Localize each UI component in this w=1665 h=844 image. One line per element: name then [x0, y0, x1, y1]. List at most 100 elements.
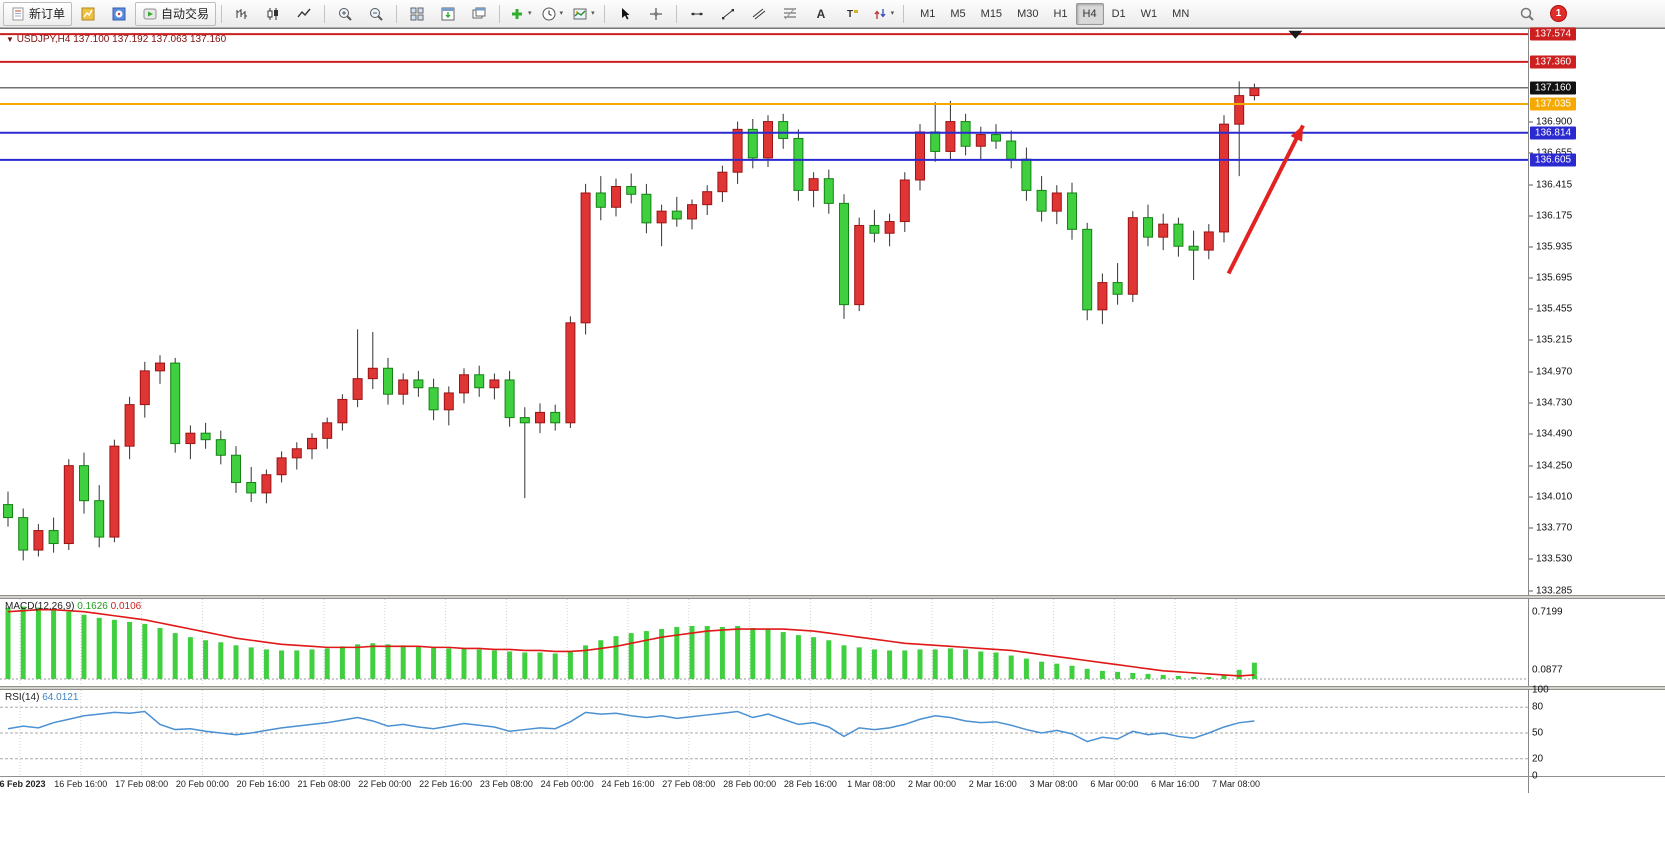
- search-button[interactable]: [1512, 2, 1542, 26]
- rsi-line: [7, 710, 1255, 743]
- price-marker-137.360: 137.360: [1530, 55, 1576, 69]
- arrows-icon: [874, 8, 886, 19]
- rsi-axis-20: 20: [1532, 753, 1544, 765]
- timeframe-m5[interactable]: M5: [950, 7, 966, 20]
- timeframe-group: M1 M5 M15 M30 H1 H4 D1 W1 MN: [913, 2, 1196, 25]
- date-label: 22 Feb 16:00: [419, 779, 473, 789]
- text-button[interactable]: A: [806, 2, 836, 26]
- trend-arrow[interactable]: [1226, 124, 1305, 275]
- horizontal-line-icon: [690, 12, 703, 15]
- svg-text:T: T: [847, 9, 853, 20]
- chevron-down-icon: ▾: [528, 10, 532, 17]
- symbol-label: USDJPY,H4: [16, 34, 71, 45]
- candlestick-chart-icon: [267, 7, 279, 20]
- panel-divider-macd[interactable]: [0, 595, 1665, 599]
- chevron-down-icon: ▾: [559, 10, 564, 17]
- macd-signal-line: [7, 608, 1255, 677]
- line-anchor-marker[interactable]: [1288, 30, 1303, 39]
- rsi-axis-50: 50: [1532, 727, 1544, 739]
- arrange-charts-button[interactable]: [433, 2, 463, 26]
- svg-text:A: A: [816, 7, 825, 21]
- macd-main-value: 0.1626: [77, 601, 108, 612]
- date-label: 6 Mar 00:00: [1090, 779, 1139, 789]
- timeframe-h4[interactable]: H4: [1075, 2, 1104, 25]
- candlestick-chart-button[interactable]: [258, 2, 288, 26]
- date-label: 2 Mar 16:00: [968, 779, 1017, 789]
- chart-window[interactable]: ▼ USDJPY,H4 137.100 137.192 137.063 137.…: [0, 27, 1665, 844]
- timeframe-h1[interactable]: H1: [1053, 7, 1068, 20]
- auto-trading-button[interactable]: 自动交易: [135, 1, 217, 26]
- price-marker-136.814: 136.814: [1530, 126, 1576, 140]
- date-label: 28 Feb 00:00: [723, 779, 777, 789]
- timeframe-m1[interactable]: M1: [920, 7, 936, 20]
- cursor-icon: [621, 7, 630, 19]
- bar-chart-button[interactable]: [227, 2, 257, 26]
- navigator-button[interactable]: [104, 2, 134, 26]
- date-label: 28 Feb 16:00: [783, 779, 837, 789]
- price-tick: 133.530: [1529, 554, 1572, 565]
- price-axis-border: [1528, 29, 1529, 793]
- toolbar-separator: [396, 4, 398, 23]
- new-order-button[interactable]: 新订单: [3, 1, 73, 26]
- new-order-label: 新订单: [29, 7, 66, 21]
- price-tick: 136.175: [1529, 210, 1572, 221]
- chart-marker-icon: ▼: [6, 35, 14, 44]
- timeframe-m15[interactable]: M15: [980, 7, 1003, 20]
- rsi-axis-0: 0: [1532, 770, 1538, 782]
- navigator-icon: [112, 7, 126, 20]
- toolbar-separator: [603, 4, 605, 23]
- equidistant-channel-button[interactable]: [744, 2, 774, 26]
- toolbar-separator: [675, 4, 677, 23]
- macd-label: MACD(12,26,9) 0.1626 0.0106: [5, 601, 141, 612]
- date-axis[interactable]: 16 Feb 2023 16 Feb 16:00 17 Feb 08:00 20 Fe…: [0, 776, 1528, 793]
- arrows-button[interactable]: ▾: [868, 2, 899, 26]
- line-chart-button[interactable]: [289, 2, 319, 26]
- search-icon: [1520, 7, 1534, 21]
- timeframe-m30[interactable]: M30: [1017, 7, 1039, 20]
- rsi-value: 64.0121: [42, 692, 79, 703]
- price-marker-137.160: 137.160: [1530, 81, 1576, 95]
- zoom-out-button[interactable]: [361, 2, 391, 26]
- panel-divider-rsi[interactable]: [0, 686, 1665, 690]
- price-axis[interactable]: 136.900136.655136.415136.175135.935135.6…: [1529, 27, 1665, 793]
- tile-windows-button[interactable]: [402, 2, 432, 26]
- chevron-down-icon: ▾: [890, 10, 895, 17]
- text-label-button[interactable]: T: [837, 2, 867, 26]
- fibonacci-button[interactable]: [775, 2, 805, 26]
- price-tick: 134.730: [1529, 398, 1572, 409]
- cursor-button[interactable]: [610, 2, 640, 26]
- date-label: 23 Feb 08:00: [479, 779, 533, 789]
- crosshair-icon: [649, 7, 662, 20]
- chart-canvas[interactable]: [0, 29, 1528, 793]
- timeframe-w1[interactable]: W1: [1140, 7, 1158, 20]
- crosshair-button[interactable]: [641, 2, 671, 26]
- templates-button[interactable]: ▾: [568, 2, 599, 26]
- date-label: 21 Feb 08:00: [297, 779, 351, 789]
- text-label-icon: T: [847, 9, 858, 20]
- price-tick: 135.455: [1529, 304, 1572, 315]
- periods-button[interactable]: ▾: [537, 2, 568, 26]
- price-marker-136.605: 136.605: [1530, 153, 1576, 167]
- cascade-charts-button[interactable]: [464, 2, 494, 26]
- toolbar-separator: [903, 4, 905, 23]
- notification-badge[interactable]: 1: [1550, 5, 1567, 22]
- trendline-button[interactable]: [713, 2, 743, 26]
- date-label: 24 Feb 00:00: [540, 779, 594, 789]
- macd-histogram: [5, 606, 1257, 679]
- market-watch-icon: [81, 7, 95, 20]
- date-label: 20 Feb 16:00: [236, 779, 290, 789]
- add-indicator-button[interactable]: ▾: [505, 2, 536, 26]
- zoom-out-icon: [370, 7, 383, 21]
- zoom-in-button[interactable]: [330, 2, 360, 26]
- date-label: 22 Feb 00:00: [358, 779, 412, 789]
- date-label: 17 Feb 08:00: [115, 779, 169, 789]
- timeframe-mn[interactable]: MN: [1172, 7, 1190, 20]
- macd-signal-value: 0.0106: [110, 601, 142, 612]
- timeframe-d1[interactable]: D1: [1111, 7, 1126, 20]
- toolbar-separator: [221, 4, 223, 23]
- horizontal-line-button[interactable]: [682, 2, 712, 26]
- price-tick: 133.285: [1529, 585, 1572, 596]
- toolbar: 新订单 自动交易 ▾ ▾ ▾: [0, 0, 1665, 28]
- date-label: 27 Feb 08:00: [662, 779, 716, 789]
- market-watch-button[interactable]: [73, 2, 103, 26]
